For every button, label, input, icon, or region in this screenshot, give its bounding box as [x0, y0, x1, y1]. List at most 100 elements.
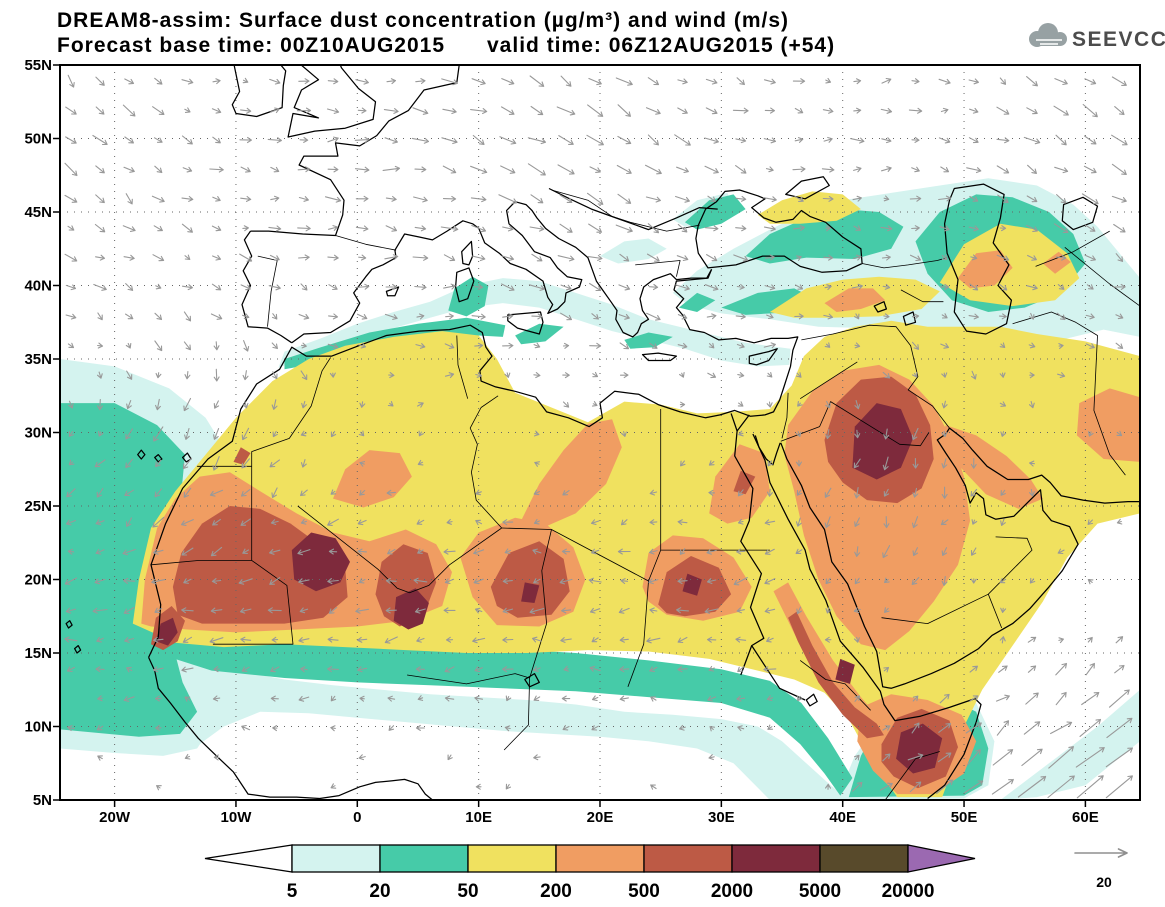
wind-arrow: [619, 372, 629, 379]
border-layer: [150, 189, 1140, 800]
wind-arrow: [586, 192, 604, 205]
wind-arrow: [182, 636, 193, 643]
wind-arrow: [853, 166, 862, 173]
wind-arrow: [243, 340, 250, 352]
wind-arrow: [589, 665, 601, 672]
wind-arrow: [527, 163, 546, 176]
coastline: [231, 65, 287, 118]
wind-arrow: [213, 368, 220, 382]
wind-arrow: [154, 607, 163, 614]
dust-contour-region: [958, 250, 1013, 289]
wind-arrow: [645, 196, 661, 203]
wind-arrow: [1000, 607, 1007, 613]
wind-arrow: [1053, 105, 1069, 116]
wind-arrow: [414, 284, 427, 291]
wind-arrow: [968, 225, 979, 232]
wind-arrow: [67, 342, 75, 349]
wind-arrow: [533, 430, 540, 437]
wind-arrow: [854, 517, 860, 527]
wind-arrow: [854, 429, 861, 439]
wind-arrow: [418, 430, 424, 437]
wind-arrow: [970, 254, 978, 261]
wind-arrow: [502, 519, 514, 526]
wind-arrow: [1026, 76, 1038, 87]
coastline: [137, 449, 146, 460]
wind-arrow: [912, 487, 919, 498]
wind-arrow: [562, 342, 570, 349]
wind-arrow: [329, 372, 336, 378]
wind-arrow: [941, 313, 948, 319]
wind-arrow: [1057, 548, 1065, 555]
wind-arrow: [884, 577, 890, 584]
wind-arrow: [557, 255, 575, 262]
wind-arrow: [825, 400, 831, 409]
wind-arrow: [239, 607, 252, 614]
wind-arrow: [794, 195, 804, 202]
wind-arrow: [300, 489, 308, 497]
lon-label: 20W: [99, 809, 131, 826]
wind-arrow: [591, 636, 599, 643]
wind-arrow: [824, 284, 832, 291]
wind-arrow: [445, 313, 454, 320]
wind-arrow: [1028, 342, 1036, 349]
wind-arrow: [854, 546, 861, 557]
wind-arrow: [271, 636, 279, 643]
wind-arrow: [736, 548, 746, 555]
wind-arrow: [1075, 747, 1105, 768]
wind-arrow: [853, 636, 860, 643]
wind-arrow: [417, 695, 424, 701]
wind-arrow: [444, 578, 455, 584]
wind-arrow: [560, 312, 573, 321]
wind-arrow: [912, 547, 919, 557]
wind-arrow: [357, 636, 368, 643]
wind-arrow: [1053, 223, 1069, 234]
wind-arrow: [824, 487, 832, 498]
coastline: [805, 693, 818, 707]
wind-arrow: [969, 665, 978, 673]
wind-arrow: [298, 78, 310, 85]
wind-arrow: [359, 401, 366, 408]
wind-arrow: [123, 166, 135, 173]
wind-arrow: [1105, 775, 1133, 799]
coastline: [943, 183, 1013, 335]
dust-contour-region: [1076, 388, 1140, 462]
wind-arrow: [355, 225, 369, 232]
wind-arrow: [1079, 718, 1102, 737]
colorbar-segment: [467, 844, 557, 873]
wind-arrow: [180, 519, 194, 526]
wind-arrow: [182, 457, 193, 470]
wind-arrow: [65, 519, 76, 526]
wind-arrow: [615, 77, 633, 86]
wind-arrow: [473, 549, 485, 555]
wind-arrow: [1084, 78, 1097, 85]
wind-arrow: [444, 372, 455, 379]
wind-arrow: [326, 108, 340, 114]
wind-arrow: [649, 666, 658, 672]
wind-arrow: [126, 370, 133, 380]
wind-arrow: [67, 548, 75, 555]
wind-arrow: [619, 636, 629, 643]
wind-arrow: [592, 371, 599, 378]
wind-arrow: [328, 225, 338, 231]
seevccc-logo: SEEVCCC: [1029, 23, 1165, 51]
wind-arrow: [591, 695, 599, 702]
wind-arrow: [881, 166, 892, 172]
wind-arrow-layer: [64, 74, 1133, 799]
dust-contour-region: [144, 645, 849, 800]
wind-arrow: [125, 428, 133, 440]
dust-contour-region: [1042, 251, 1071, 274]
wind-arrow: [995, 694, 1010, 702]
dust-contour-region: [600, 238, 667, 264]
wind-arrow: [533, 578, 541, 584]
wind-arrow: [181, 284, 193, 291]
wind-arrow: [299, 607, 309, 614]
wind-arrow: [298, 695, 310, 702]
wind-arrow: [269, 78, 281, 85]
wind-arrow: [94, 578, 106, 585]
wind-arrow: [559, 578, 573, 585]
wind-arrow: [562, 401, 570, 408]
wind-arrow: [67, 725, 75, 732]
wind-arrow: [269, 459, 281, 468]
wind-arrow: [561, 548, 571, 555]
dust-contour-region: [896, 723, 943, 774]
